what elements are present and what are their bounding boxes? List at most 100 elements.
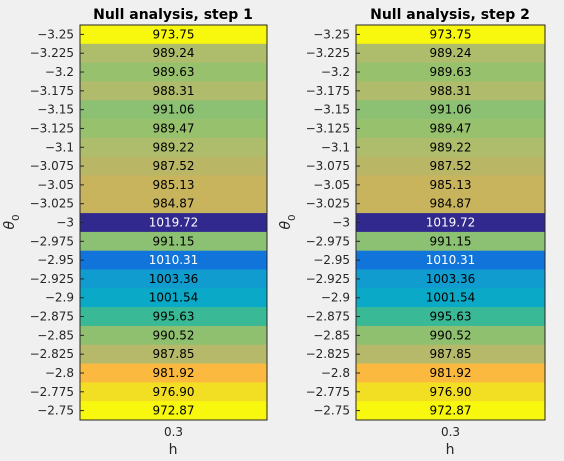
y-tick-label: −3	[56, 216, 74, 230]
heatmap-cell	[80, 43, 267, 63]
cell-value-label: 987.85	[153, 347, 195, 361]
cell-value-label: 991.06	[153, 103, 195, 117]
y-tick-label: −3.15	[313, 103, 350, 117]
heatmap-cell	[80, 344, 267, 364]
heatmap-cell	[80, 119, 267, 139]
y-tick-label: −2.85	[37, 328, 74, 342]
y-tick-label: −2.95	[37, 253, 74, 267]
cell-value-label: 1010.31	[426, 253, 476, 267]
y-tick-label: −2.9	[321, 291, 350, 305]
cell-value-label: 1019.72	[426, 216, 476, 230]
heatmap-cell	[356, 288, 545, 308]
cell-value-label: 989.47	[430, 121, 472, 135]
cell-value-label: 973.75	[430, 27, 472, 41]
y-tick-label: −2.9	[45, 291, 74, 305]
y-tick-label: −3.25	[37, 27, 74, 41]
y-axis-label-subscript: 0	[287, 215, 298, 221]
y-tick-label: −3.125	[306, 121, 350, 135]
y-tick-label: −3.175	[30, 84, 74, 98]
cell-value-label: 989.47	[153, 121, 195, 135]
heatmap-cell	[356, 100, 545, 120]
y-tick-label: −2.775	[306, 385, 350, 399]
y-tick-label: −2.8	[321, 366, 350, 380]
cell-value-label: 991.15	[430, 234, 472, 248]
heatmap-cell	[80, 156, 267, 176]
heatmap-cell	[356, 62, 545, 82]
cell-value-label: 989.22	[153, 140, 195, 154]
x-tick-label: 0.3	[441, 425, 460, 439]
cell-value-label: 989.22	[430, 140, 472, 154]
y-tick-label: −2.75	[37, 404, 74, 418]
heatmap-cell	[356, 137, 545, 157]
y-tick-label: −2.775	[30, 385, 74, 399]
heatmap-cell	[356, 382, 545, 402]
heatmap-cell	[80, 213, 267, 233]
y-tick-label: −3.1	[321, 140, 350, 154]
cell-value-label: 1019.72	[149, 216, 199, 230]
cell-value-label: 1010.31	[149, 253, 199, 267]
x-tick-labels: 0.3	[164, 425, 183, 439]
y-tick-label: −2.875	[30, 310, 74, 324]
x-tick-labels: 0.3	[441, 425, 460, 439]
cell-value-label: 976.90	[430, 385, 472, 399]
y-tick-label: −3.225	[30, 46, 74, 60]
y-tick-label: −3.075	[30, 159, 74, 173]
heatmap-cell	[80, 325, 267, 346]
y-tick-label: −2.825	[306, 347, 350, 361]
y-tick-label: −2.925	[306, 272, 350, 286]
cell-value-label: 984.87	[153, 197, 195, 211]
y-tick-label: −2.925	[30, 272, 74, 286]
cell-value-label: 988.31	[430, 84, 472, 98]
heatmap-panel-step-2: Null analysis, step 2 973.75 989.24 989.63…	[278, 7, 546, 458]
y-tick-label: −2.825	[30, 347, 74, 361]
y-tick-labels: −3.25 −3.225 −3.2 −3.175 −3.15 −3.125 −3.1 −3.0…	[306, 27, 360, 418]
heatmap-cell	[356, 307, 545, 327]
heatmap-panel-step-1: Null analysis, step 1 973.75 989.24 989.63…	[2, 7, 268, 458]
cell-value-label: 981.92	[430, 366, 472, 380]
y-tick-label: −3.2	[45, 65, 74, 79]
cell-value-label: 991.06	[430, 103, 472, 117]
heatmap-cell	[356, 231, 545, 252]
y-tick-label: −3.225	[306, 46, 350, 60]
cell-value-label: 1003.36	[149, 272, 199, 286]
cell-value-label: 995.63	[153, 310, 195, 324]
heatmap-cell	[356, 344, 545, 364]
heatmap-cell	[356, 325, 545, 346]
chart-title: Null analysis, step 2	[370, 7, 530, 23]
heatmap-cell	[80, 137, 267, 157]
y-tick-label: −3.075	[306, 159, 350, 173]
heatmap-cell	[356, 250, 545, 270]
cell-value-label: 984.87	[430, 197, 472, 211]
svg-text:θ0: θ0	[2, 215, 22, 230]
y-axis-label-symbol: θ	[278, 220, 294, 229]
cell-value-label: 981.92	[153, 366, 195, 380]
y-tick-label: −2.95	[313, 253, 350, 267]
y-tick-labels: −3.25 −3.225 −3.2 −3.175 −3.15 −3.125 −3.1 −3.0…	[30, 27, 84, 418]
cell-value-label: 990.52	[430, 328, 472, 342]
y-tick-label: −2.75	[313, 404, 350, 418]
cell-value-label: 989.24	[430, 46, 472, 60]
y-tick-label: −3.15	[37, 103, 74, 117]
cell-value-label: 1001.54	[149, 291, 199, 305]
cell-value-label: 989.63	[430, 65, 472, 79]
heatmap-cell	[80, 250, 267, 270]
heatmap-cell	[80, 62, 267, 82]
y-tick-label: −3.025	[306, 197, 350, 211]
heatmap-cells: 973.75 989.24 989.63 988.31 991.06 989.47 989.…	[80, 25, 267, 421]
y-tick-label: −3.05	[313, 178, 350, 192]
y-tick-label: −2.85	[313, 328, 350, 342]
heatmap-cell	[80, 269, 267, 289]
heatmap-cell	[80, 363, 267, 383]
axes-frame	[355, 24, 546, 421]
heatmap-cell	[356, 213, 545, 233]
cell-value-label: 976.90	[153, 385, 195, 399]
heatmap-cell	[356, 194, 545, 214]
cell-value-label: 987.52	[430, 159, 472, 173]
heatmap-cell	[80, 288, 267, 308]
y-axis-label: θ0	[2, 215, 22, 230]
y-tick-label: −3.125	[30, 121, 74, 135]
cell-value-label: 989.24	[153, 46, 195, 60]
y-axis-label: θ0	[278, 215, 298, 230]
heatmap-cell	[356, 25, 545, 45]
